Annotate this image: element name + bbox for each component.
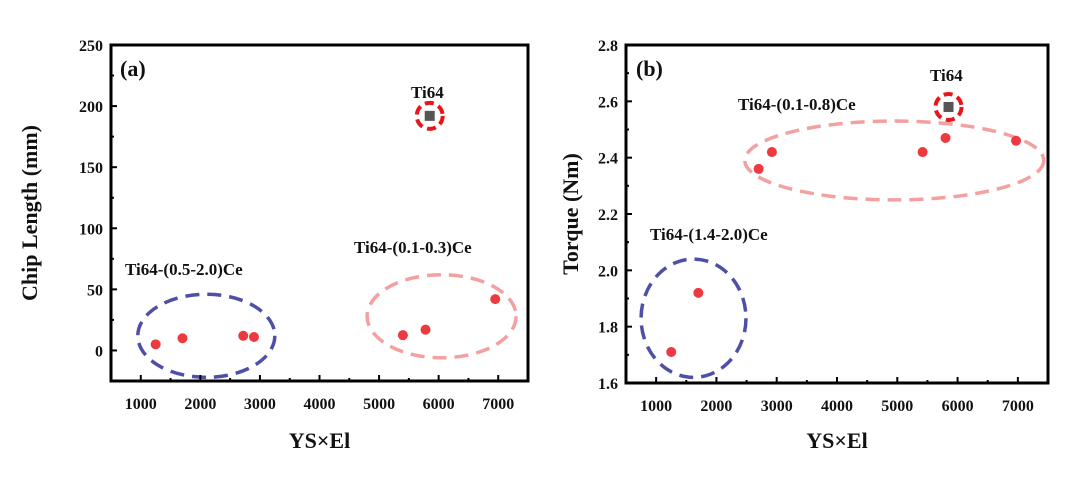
data-point	[150, 339, 161, 350]
data-point	[940, 132, 951, 143]
group-ellipse	[414, 100, 445, 131]
x-tick-label: 1000	[125, 396, 157, 413]
data-point	[1011, 135, 1022, 146]
y-tick-label: 2.4	[598, 151, 618, 168]
data-point-ti64	[424, 110, 435, 121]
x-tick-label: 6000	[423, 396, 455, 413]
x-tick-label: 5000	[363, 396, 395, 413]
x-tick-label: 1000	[640, 398, 672, 415]
data-point	[238, 330, 249, 341]
data-point	[917, 147, 928, 158]
x-tick-label: 3000	[761, 398, 793, 415]
panel-a: 1000 2000 3000 4000 5000 6000 7000 0 50 100 150 200…	[17, 38, 530, 453]
data-point-ti64	[943, 101, 954, 112]
y-tick-label: 250	[79, 38, 103, 55]
y-tick-label: 100	[79, 221, 103, 238]
x-tick-label: 3000	[244, 396, 276, 413]
x-tick-label: 7000	[482, 396, 514, 413]
annotation-label: Ti64	[930, 66, 963, 85]
data-point	[177, 333, 188, 344]
y-tick-label: 2.0	[598, 263, 618, 280]
group-ellipse	[365, 272, 518, 360]
x-tick-label: 7000	[1002, 398, 1034, 415]
data-point	[490, 294, 501, 305]
data-point	[766, 147, 777, 158]
annotation-label: Ti64-(0.1-0.8)Ce	[738, 95, 856, 114]
x-tick-label: 4000	[304, 396, 336, 413]
x-tick-label: 4000	[821, 398, 853, 415]
annotation-label: Ti64	[411, 83, 444, 102]
annotation-label: Ti64-(0.5-2.0)Ce	[125, 260, 243, 279]
group-ellipse	[933, 91, 964, 122]
data-point	[397, 330, 408, 341]
panel-b: 1000 2000 3000 4000 5000 6000 7000 1.6 1.8 2.0 2.2…	[558, 38, 1050, 453]
annotation-label: Ti64-(1.4-2.0)Ce	[650, 225, 768, 244]
plot-frame	[109, 43, 530, 383]
data-point	[693, 287, 704, 298]
x-tick-label: 2000	[184, 396, 216, 413]
y-tick-label: 1.6	[598, 376, 618, 393]
annotation-label: Ti64-(0.1-0.3)Ce	[354, 238, 472, 257]
data-point	[420, 324, 431, 335]
data-point	[753, 163, 764, 174]
x-tick-label: 5000	[881, 398, 913, 415]
y-tick-label: 2.8	[598, 38, 618, 55]
data-point	[666, 347, 677, 358]
y-tick-label: 1.8	[598, 320, 618, 337]
y-tick-label: 50	[87, 282, 103, 299]
panel-label: (a)	[120, 56, 146, 81]
y-tick-label: 0	[95, 343, 103, 360]
x-axis-label: YS×El	[289, 428, 350, 453]
group-ellipse	[136, 292, 277, 380]
y-axis-label: Torque (Nm)	[558, 153, 583, 275]
panel-label: (b)	[636, 56, 663, 81]
x-tick-label: 6000	[942, 398, 974, 415]
data-point	[248, 332, 259, 343]
y-tick-label: 150	[79, 160, 103, 177]
x-axis-label: YS×El	[806, 428, 867, 453]
y-axis-label: Chip Length (mm)	[17, 125, 42, 301]
group-ellipse	[743, 119, 1046, 202]
y-tick-label: 2.2	[598, 207, 618, 224]
y-tick-label: 200	[79, 99, 103, 116]
x-tick-label: 2000	[700, 398, 732, 415]
y-tick-label: 2.6	[598, 94, 618, 111]
group-ellipse	[639, 257, 748, 380]
